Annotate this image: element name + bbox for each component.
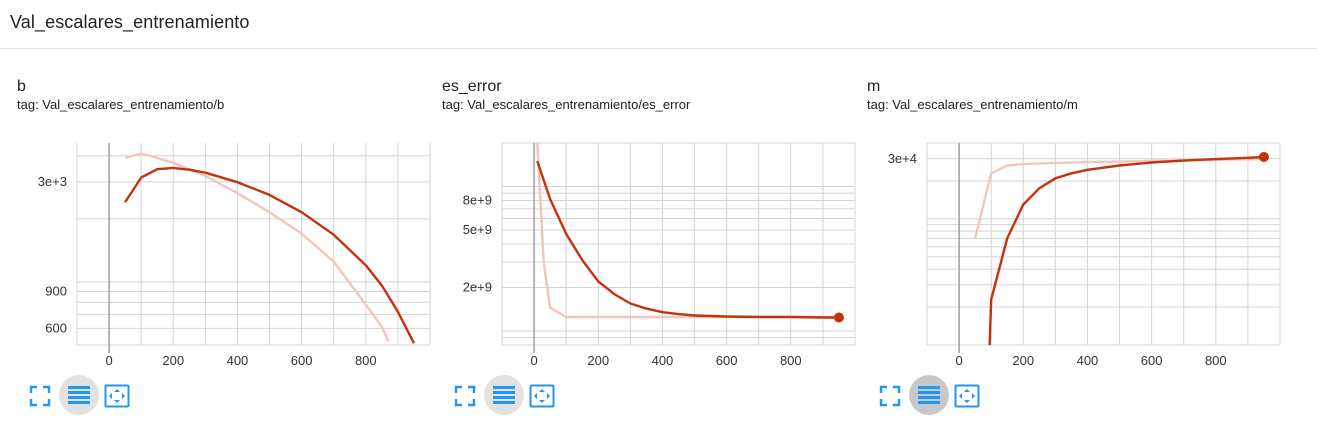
x-tick-label: 400 [652, 353, 674, 365]
chart-plot-es-error[interactable]: 2e+9 5e+9 8e+9 0 200 400 600 800 [442, 125, 857, 365]
y-tick-label: 3e+4 [888, 151, 917, 166]
series-end-point [833, 312, 844, 323]
log-scale-button[interactable] [59, 375, 99, 415]
page-header: Val_escalares_entrenamiento [0, 0, 1317, 49]
series-group [973, 155, 1265, 345]
x-tick-label: 600 [1141, 353, 1163, 365]
fullscreen-icon [29, 385, 51, 407]
fit-domain-icon [529, 384, 555, 408]
chart-title: m [867, 78, 881, 95]
chart-toolbar [452, 375, 582, 417]
fit-domain-button[interactable] [954, 383, 980, 409]
grid [501, 142, 856, 353]
chart-card-es-error: es_error tag: Val_escalares_entrenamient… [442, 72, 867, 432]
x-tick-label: 800 [355, 353, 377, 365]
chart-title: es_error [442, 78, 502, 95]
fullscreen-button[interactable] [877, 383, 903, 409]
chart-toolbar [877, 375, 1007, 417]
log-scale-button[interactable] [484, 375, 524, 415]
x-tick-label: 200 [162, 353, 184, 365]
grid [926, 142, 1281, 353]
y-tick-label: 5e+9 [463, 222, 492, 237]
fit-domain-button[interactable] [529, 383, 555, 409]
fit-domain-icon [954, 384, 980, 408]
chart-tag: tag: Val_escalares_entrenamiento/b [17, 97, 225, 112]
chart-toolbar [27, 375, 157, 417]
chart-card-m: m tag: Val_escalares_entrenamiento/m 3e+… [867, 72, 1292, 432]
fit-domain-icon [104, 384, 130, 408]
fullscreen-icon [454, 385, 476, 407]
log-scale-icon [918, 386, 940, 404]
chart-plot-b[interactable]: 600 900 3e+3 0 200 400 600 800 [17, 125, 432, 365]
fullscreen-button[interactable] [452, 383, 478, 409]
y-tick-label: 8e+9 [463, 193, 492, 208]
x-tick-label: 400 [1077, 353, 1099, 365]
x-tick-label: 200 [587, 353, 609, 365]
log-scale-icon [68, 386, 90, 404]
series-group [124, 152, 416, 344]
y-tick-label: 600 [45, 320, 67, 335]
log-scale-button[interactable] [909, 375, 949, 415]
x-tick-label: 400 [227, 353, 249, 365]
x-tick-label: 600 [716, 353, 738, 365]
series-line-raw [124, 152, 390, 342]
fit-domain-button[interactable] [104, 383, 130, 409]
series-line-smoothed [988, 155, 1265, 345]
series-end-point [1258, 151, 1269, 162]
chart-tag: tag: Val_escalares_entrenamiento/m [867, 97, 1078, 112]
series-line-smoothed [536, 160, 839, 319]
grid [76, 143, 431, 353]
series-line-smoothed [124, 166, 416, 344]
x-tick-label: 800 [1205, 353, 1227, 365]
fullscreen-button[interactable] [27, 383, 53, 409]
chart-card-b: b tag: Val_escalares_entrenamiento/b 600… [17, 72, 442, 432]
series-group [536, 143, 839, 319]
x-tick-label: 800 [780, 353, 802, 365]
x-tick-label: 200 [1012, 353, 1034, 365]
x-tick-label: 0 [955, 353, 962, 365]
x-tick-label: 0 [105, 353, 112, 365]
log-scale-icon [493, 386, 515, 404]
x-tick-label: 600 [291, 353, 313, 365]
y-tick-label: 2e+9 [463, 279, 492, 294]
y-tick-label: 900 [45, 283, 67, 298]
x-tick-label: 0 [530, 353, 537, 365]
fullscreen-icon [879, 385, 901, 407]
chart-plot-m[interactable]: 3e+4 0 200 400 600 800 [867, 125, 1282, 365]
page-title: Val_escalares_entrenamiento [10, 12, 250, 32]
chart-title: b [17, 78, 26, 95]
chart-tag: tag: Val_escalares_entrenamiento/es_erro… [442, 97, 691, 112]
y-tick-label: 3e+3 [38, 174, 67, 189]
